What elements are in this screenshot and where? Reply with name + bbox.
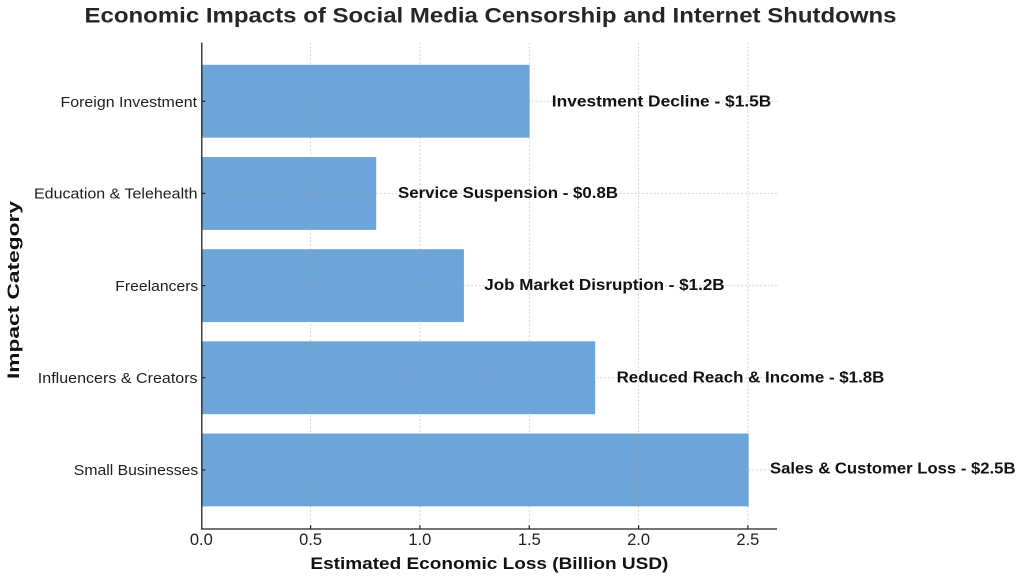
svg-text:1.0: 1.0 — [408, 531, 431, 549]
svg-text:Freelancers: Freelancers — [115, 279, 198, 295]
svg-text:Estimated Economic Loss (Billi: Estimated Economic Loss (Billion USD) — [310, 554, 668, 573]
svg-text:Investment Decline - $1.5B: Investment Decline - $1.5B — [552, 94, 772, 111]
svg-text:Education & Telehealth: Education & Telehealth — [34, 187, 198, 203]
svg-text:Impact Category: Impact Category — [5, 200, 23, 379]
svg-text:Service Suspension - $0.8B: Service Suspension - $0.8B — [398, 185, 618, 202]
svg-text:2.0: 2.0 — [627, 531, 650, 549]
svg-text:Reduced Reach & Income - $1.8B: Reduced Reach & Income - $1.8B — [617, 369, 885, 386]
svg-text:Small Businesses: Small Businesses — [74, 463, 199, 479]
svg-text:Job Market Disruption - $1.2B: Job Market Disruption - $1.2B — [484, 277, 724, 294]
svg-text:1.5: 1.5 — [518, 531, 541, 549]
svg-text:Foreign Investment: Foreign Investment — [61, 95, 198, 111]
svg-text:0.5: 0.5 — [299, 531, 322, 549]
svg-text:Economic Impacts of Social Med: Economic Impacts of Social Media Censors… — [85, 4, 897, 27]
svg-text:Sales & Customer Loss - $2.5B: Sales & Customer Loss - $2.5B — [770, 461, 1016, 478]
svg-text:0.0: 0.0 — [190, 531, 213, 549]
svg-text:2.5: 2.5 — [736, 531, 759, 549]
svg-text:Influencers & Creators: Influencers & Creators — [38, 371, 198, 387]
